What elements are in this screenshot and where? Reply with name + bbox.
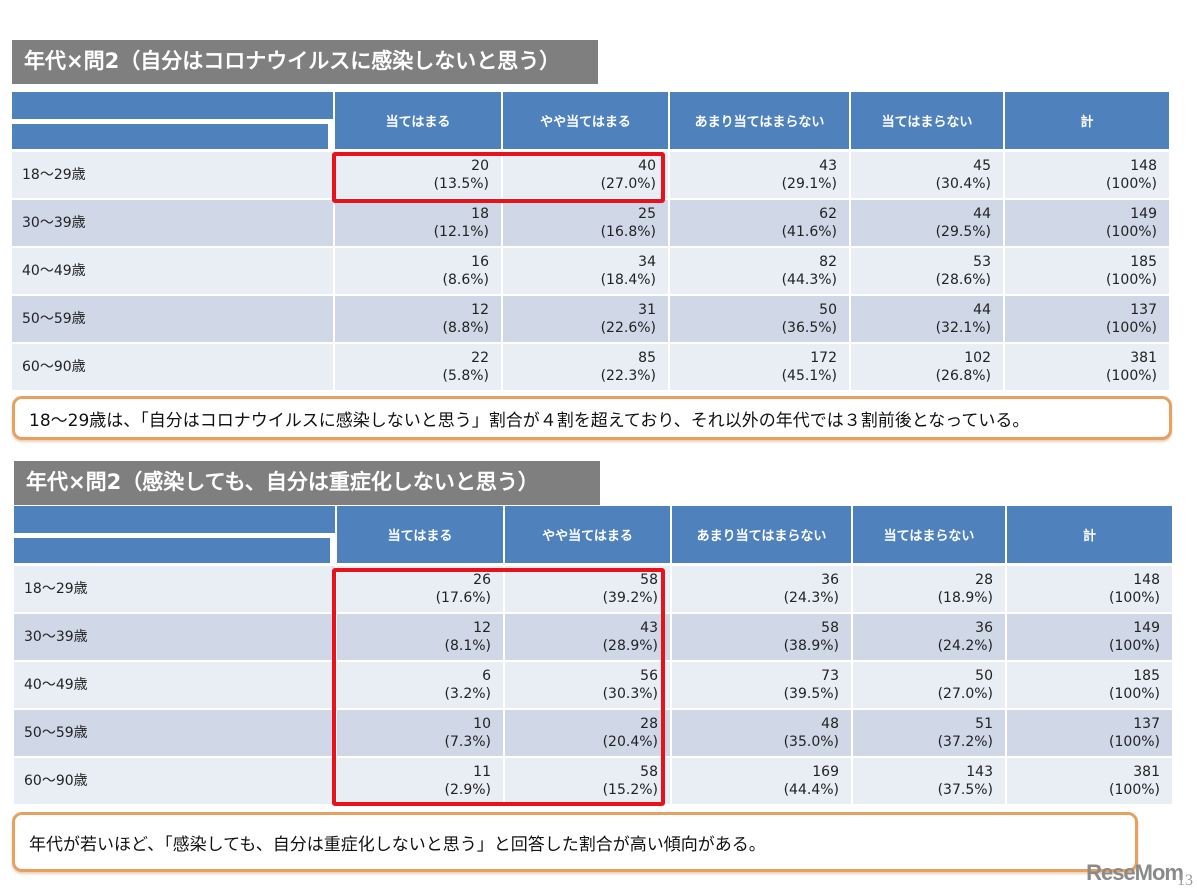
column-header: やや当てはまる (503, 506, 670, 563)
header-blank (14, 538, 330, 563)
table-cell: 12 (8.1%) (335, 614, 503, 660)
table-cell: 20 (13.5%) (333, 152, 501, 198)
column-header: やや当てはまる (501, 92, 668, 149)
table-cell: 62 (41.6%) (668, 200, 849, 246)
table-cell: 56 (30.3%) (503, 662, 670, 708)
page-number: 13 (1177, 872, 1193, 889)
table-cell: 11 (2.9%) (335, 758, 503, 804)
column-header: 計 (1003, 92, 1169, 149)
column-header: 当てはまる (333, 92, 501, 149)
table-cell: 10 (7.3%) (335, 710, 503, 756)
table-2: 当てはまる やや当てはまる あまり当てはまらない 当てはまらない 計 18〜29… (14, 506, 1172, 806)
table-cell: 28 (18.9%) (851, 566, 1005, 612)
header-blank (12, 92, 334, 119)
table-cell: 50 (27.0%) (851, 662, 1005, 708)
table-row: 60〜90歳 11 (2.9%) 58 (15.2%) 169 (44.4%) 143… (14, 758, 1172, 804)
header-blank (12, 124, 328, 149)
table-cell: 36 (24.2%) (851, 614, 1005, 660)
table-cell: 58 (15.2%) (503, 758, 670, 804)
table-cell: 148 (100%) (1003, 152, 1169, 198)
table-cell: 18 (12.1%) (333, 200, 501, 246)
table-cell: 185 (100%) (1003, 248, 1169, 294)
table-cell: 28 (20.4%) (503, 710, 670, 756)
row-label: 40〜49歳 (22, 263, 86, 279)
table-cell: 73 (39.5%) (670, 662, 851, 708)
column-header: 当てはまらない (849, 92, 1003, 149)
table-cell: 148 (100%) (1005, 566, 1172, 612)
table-cell: 58 (39.2%) (503, 566, 670, 612)
row-label: 40〜49歳 (24, 677, 88, 693)
note-box-1: 18〜29歳は、「自分はコロナウイルスに感染しないと思う」割合が４割を超えており… (12, 396, 1172, 440)
table-cell: 149 (100%) (1005, 614, 1172, 660)
table-cell: 172 (45.1%) (668, 344, 849, 390)
table-cell: 36 (24.3%) (670, 566, 851, 612)
table-cell: 53 (28.6%) (849, 248, 1003, 294)
table-cell: 381 (100%) (1003, 344, 1169, 390)
header-divider (12, 119, 334, 124)
header-divider (328, 119, 334, 149)
table-cell: 45 (30.4%) (849, 152, 1003, 198)
table-row: 50〜59歳 10 (7.3%) 28 (20.4%) 48 (35.0%) 51 (3… (14, 710, 1172, 756)
table-1: 当てはまる やや当てはまる あまり当てはまらない 当てはまらない 計 18〜29… (12, 92, 1169, 392)
table-cell: 51 (37.2%) (851, 710, 1005, 756)
table-cell: 16 (8.6%) (333, 248, 501, 294)
table-cell: 43 (28.9%) (503, 614, 670, 660)
column-header: 当てはまらない (851, 506, 1005, 563)
section-title-1: 年代×問2（自分はコロナウイルスに感染しないと思う） (12, 40, 598, 84)
table-cell: 48 (35.0%) (670, 710, 851, 756)
header-divider (330, 533, 336, 563)
row-label: 30〜39歳 (24, 629, 88, 645)
table-cell: 381 (100%) (1005, 758, 1172, 804)
row-label: 50〜59歳 (22, 311, 86, 327)
table-cell: 137 (100%) (1003, 296, 1169, 342)
resemom-logo: ReseMom (1086, 860, 1184, 885)
row-label: 60〜90歳 (22, 359, 86, 375)
table-cell: 40 (27.0%) (501, 152, 668, 198)
note-box-2: 年代が若いほど、「感染しても、自分は重症化しないと思う」と回答した割合が高い傾向… (12, 812, 1138, 872)
table-cell: 43 (29.1%) (668, 152, 849, 198)
table-cell: 22 (5.8%) (333, 344, 501, 390)
note-text: 18〜29歳は、「自分はコロナウイルスに感染しないと思う」割合が４割を超えており… (29, 410, 1030, 431)
table-row: 50〜59歳 12 (8.8%) 31 (22.6%) 50 (36.5%) 44 (3… (12, 296, 1169, 342)
section-title-2: 年代×問2（感染しても、自分は重症化しないと思う） (14, 461, 600, 505)
table-row: 40〜49歳 6 (3.2%) 56 (30.3%) 73 (39.5%) 50 (27… (14, 662, 1172, 708)
header-blank (14, 506, 336, 533)
table-cell: 12 (8.8%) (333, 296, 501, 342)
note-text: 年代が若いほど、「感染しても、自分は重症化しないと思う」と回答した割合が高い傾向… (29, 834, 766, 855)
column-header: 当てはまる (335, 506, 503, 563)
table-row: 60〜90歳 22 (5.8%) 85 (22.3%) 172 (45.1%) 102… (12, 344, 1169, 390)
table-cell: 44 (29.5%) (849, 200, 1003, 246)
table-cell: 185 (100%) (1005, 662, 1172, 708)
column-header: 計 (1005, 506, 1172, 563)
row-label: 18〜29歳 (22, 167, 86, 183)
table-row: 18〜29歳 20 (13.5%) 40 (27.0%) 43 (29.1%) 45(… (12, 152, 1169, 198)
table-cell: 31 (22.6%) (501, 296, 668, 342)
row-label: 18〜29歳 (24, 581, 88, 597)
row-label: 30〜39歳 (22, 215, 86, 231)
table-cell: 85 (22.3%) (501, 344, 668, 390)
table-cell: 44 (32.1%) (849, 296, 1003, 342)
table-cell: 82 (44.3%) (668, 248, 849, 294)
table-cell: 25 (16.8%) (501, 200, 668, 246)
table-cell: 137 (100%) (1005, 710, 1172, 756)
row-label: 60〜90歳 (24, 773, 88, 789)
table-cell: 50 (36.5%) (668, 296, 849, 342)
table-cell: 6 (3.2%) (335, 662, 503, 708)
column-header: あまり当てはまらない (670, 506, 851, 563)
table-cell: 143 (37.5%) (851, 758, 1005, 804)
table-row: 40〜49歳 16 (8.6%) 34 (18.4%) 82 (44.3%) 53 (2… (12, 248, 1169, 294)
table-row: 30〜39歳 18 (12.1%) 25 (16.8%) 62 (41.6%) 44(… (12, 200, 1169, 246)
table-cell: 58 (38.9%) (670, 614, 851, 660)
table-row: 30〜39歳 12 (8.1%) 43 (28.9%) 58 (38.9%) 36 (2… (14, 614, 1172, 660)
row-label: 50〜59歳 (24, 725, 88, 741)
header-divider (14, 533, 336, 538)
table-cell: 26 (17.6%) (335, 566, 503, 612)
column-header: あまり当てはまらない (668, 92, 849, 149)
table-cell: 149 (100%) (1003, 200, 1169, 246)
table-row: 18〜29歳 26 (17.6%) 58 (39.2%) 36 (24.3%) 28(… (14, 566, 1172, 612)
table-cell: 102 (26.8%) (849, 344, 1003, 390)
table-cell: 169 (44.4%) (670, 758, 851, 804)
table-cell: 34 (18.4%) (501, 248, 668, 294)
